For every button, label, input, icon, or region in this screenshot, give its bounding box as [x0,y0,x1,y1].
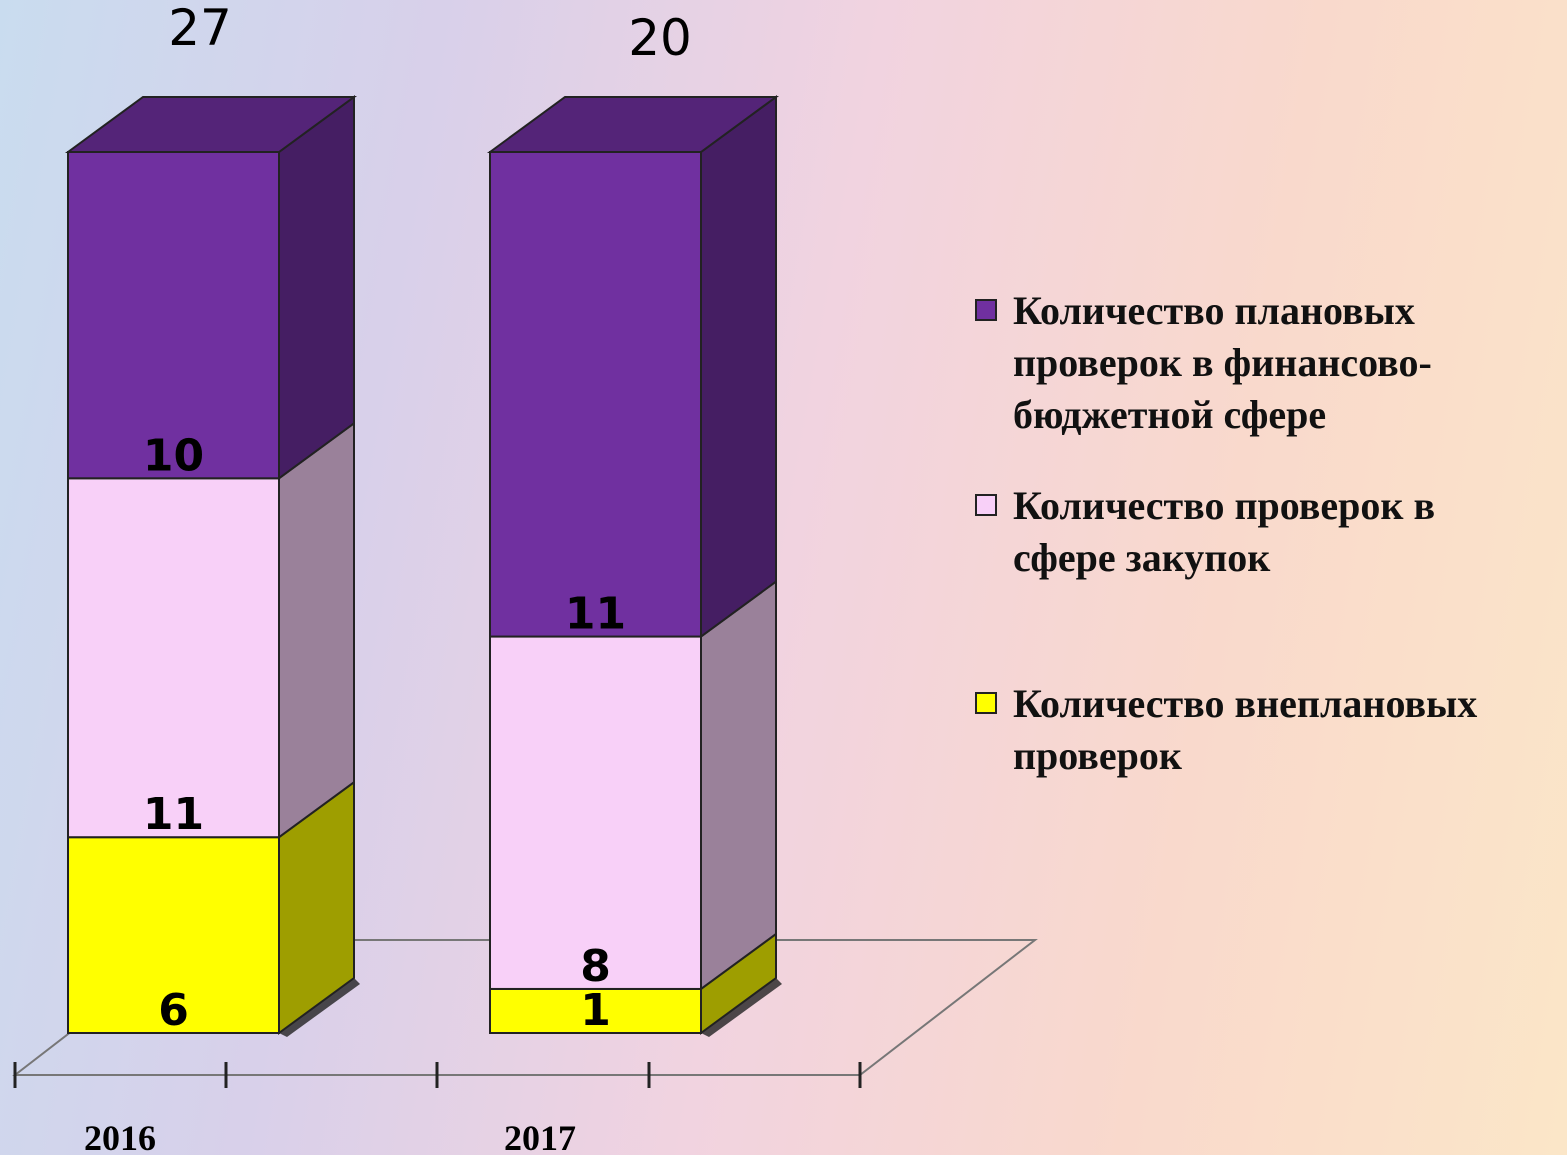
bar-segment [67,836,280,1034]
total-label: 27 [168,0,232,57]
bar-side [278,421,355,840]
legend-swatch [975,299,997,321]
axis-ticks [13,1062,862,1088]
bar-top [486,96,780,153]
data-label: 11 [143,789,204,840]
data-label: 8 [580,941,611,992]
bar-shadow [279,978,360,1037]
legend-swatch [975,692,997,714]
x-tick-label: 2017 [504,1118,576,1155]
total-label: 20 [628,9,692,67]
bar-segment [67,477,280,839]
x-tick-label: 2016 [84,1118,156,1155]
legend-item: Количество внеплановых проверок [975,678,1535,782]
bar-segment [489,151,702,638]
data-label: 6 [158,985,189,1036]
bar-shadow [701,978,782,1037]
bar-top [64,96,358,153]
data-label: 10 [143,430,204,481]
bar-side [700,95,777,639]
bar-segment [489,987,702,1035]
bar-side [700,579,777,991]
legend-swatch [975,494,997,516]
legend-text: Количество проверок в сфере закупок [1013,483,1436,580]
bar-side [278,95,355,481]
legend-item: Количество проверок в сфере закупок [975,480,1535,584]
bar-segment [67,151,280,480]
legend-text: Количество внеплановых проверок [1013,681,1478,778]
data-label: 1 [580,985,611,1036]
data-label: 11 [565,589,626,640]
bar-segment [489,635,702,990]
legend-item: Количество плановых проверок в финансово… [975,285,1535,441]
legend-text: Количество плановых проверок в финансово… [1013,288,1432,437]
